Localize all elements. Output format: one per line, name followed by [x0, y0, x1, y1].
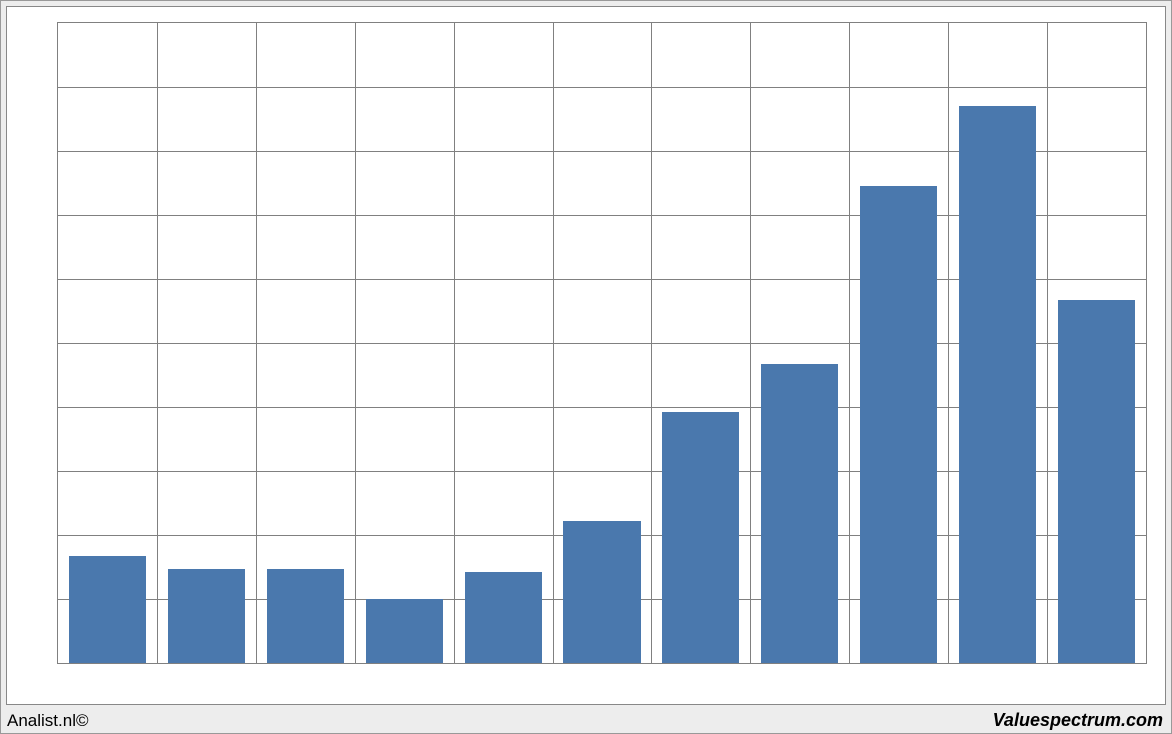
- gridline-v: [355, 23, 356, 663]
- gridline-v: [1047, 23, 1048, 663]
- bar: [267, 569, 344, 663]
- footer-right-text: Valuespectrum.com: [993, 710, 1163, 731]
- bar: [1058, 300, 1135, 663]
- bar: [959, 106, 1036, 663]
- bar: [465, 572, 542, 663]
- bar: [662, 412, 739, 663]
- chart-frame: 0246810121416182020092010201120122013201…: [0, 0, 1172, 734]
- gridline-v: [849, 23, 850, 663]
- gridline-v: [454, 23, 455, 663]
- gridline-h: [58, 87, 1146, 88]
- bar: [168, 569, 245, 663]
- bar: [860, 186, 937, 663]
- bar: [366, 599, 443, 663]
- bar: [69, 556, 146, 663]
- gridline-v: [256, 23, 257, 663]
- bar: [563, 521, 640, 663]
- gridline-v: [948, 23, 949, 663]
- chart-inner: 0246810121416182020092010201120122013201…: [6, 6, 1166, 705]
- plot-area: 0246810121416182020092010201120122013201…: [57, 22, 1147, 664]
- bar: [761, 364, 838, 663]
- gridline-v: [750, 23, 751, 663]
- gridline-v: [553, 23, 554, 663]
- gridline-v: [157, 23, 158, 663]
- footer-left-text: Analist.nl©: [7, 711, 89, 731]
- gridline-v: [651, 23, 652, 663]
